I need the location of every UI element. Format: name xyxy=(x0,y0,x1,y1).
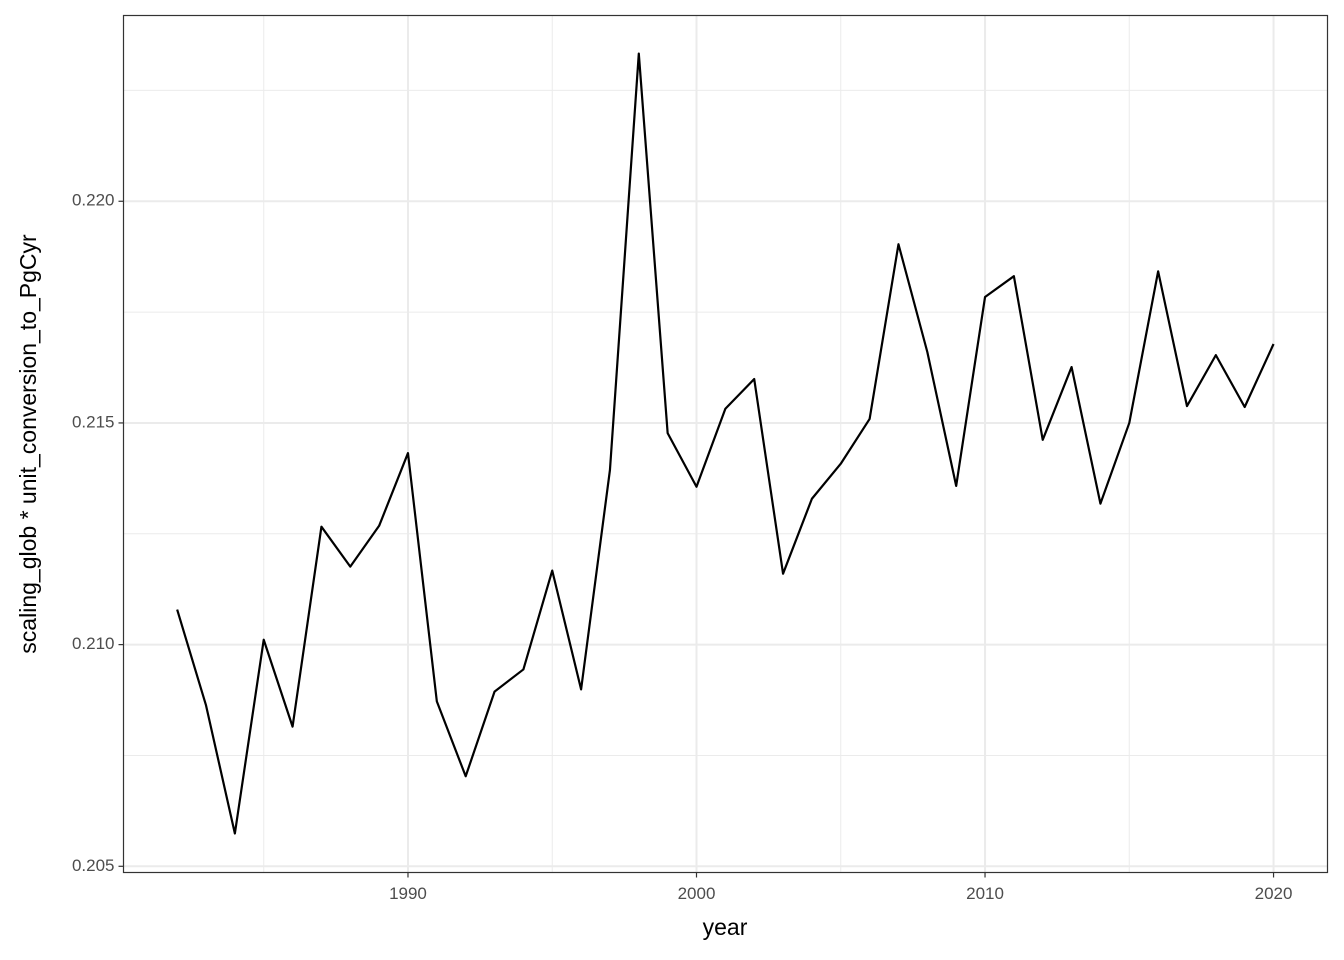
plot xyxy=(176,52,1275,835)
y-tick-label: 0.210 xyxy=(72,634,115,653)
x-axis-title: year xyxy=(703,914,748,940)
x-tick-label: 2000 xyxy=(678,884,716,903)
panel-border xyxy=(122,14,1329,874)
axes: 1990 2000 2010 2020 0.205 0.210 0.215 0.220 xyxy=(72,191,1293,903)
line xyxy=(176,52,1275,835)
y-axis-title: scaling_glob * unit_conversion_to_PgCyr xyxy=(15,234,41,654)
grid xyxy=(123,15,1328,873)
x-tick-label: 2020 xyxy=(1255,884,1293,903)
y-tick-label: 0.205 xyxy=(72,856,115,875)
y-tick-label: 0.220 xyxy=(72,191,115,210)
y-tick-label: 0.215 xyxy=(72,412,115,431)
x-tick-label: 2010 xyxy=(966,884,1004,903)
x-tick-label: 1990 xyxy=(389,884,427,903)
